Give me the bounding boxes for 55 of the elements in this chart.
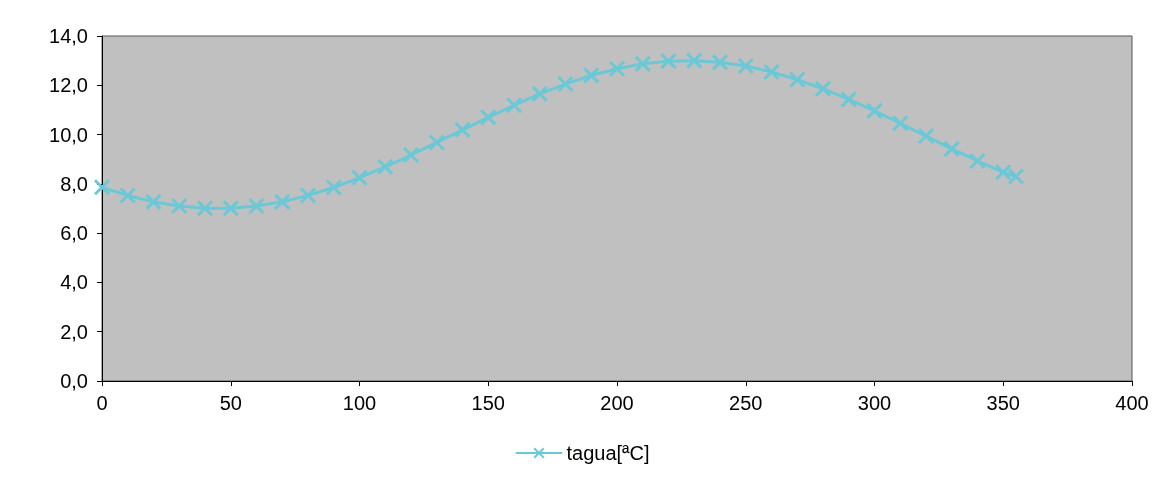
point (917, 127, 935, 145)
y-tick-label: 6,0 (60, 222, 88, 245)
point (608, 60, 626, 78)
y-tick-label: 2,0 (60, 320, 88, 343)
x-tick-label: 0 (96, 392, 108, 414)
point (196, 199, 214, 217)
point (840, 90, 858, 108)
point (505, 96, 523, 114)
x-tick-label: 150 (471, 392, 505, 414)
point (170, 197, 188, 215)
x-tick-label: 300 (857, 392, 892, 414)
x-tick-label: 100 (342, 392, 377, 414)
x-tick-label: 50 (219, 392, 242, 414)
point (943, 140, 961, 158)
point (711, 53, 729, 71)
point (763, 63, 780, 81)
point (376, 158, 394, 176)
y-tick-label: 10,0 (49, 123, 88, 146)
point (222, 199, 240, 217)
point (402, 146, 420, 164)
point (660, 52, 677, 70)
x-tick-label: 400 (1115, 392, 1149, 414)
point (685, 52, 703, 70)
point (557, 75, 574, 93)
point (325, 179, 343, 197)
point (531, 85, 549, 103)
point (273, 193, 291, 211)
point (479, 108, 497, 126)
point (814, 80, 832, 98)
point (351, 169, 368, 187)
point (582, 66, 600, 84)
point (299, 186, 317, 204)
point (428, 133, 446, 151)
point (93, 178, 111, 196)
x-tick-label: 350 (986, 392, 1020, 414)
y-tick-label: 0,0 (60, 370, 88, 392)
point (119, 186, 137, 204)
y-tick-label: 12,0 (49, 74, 88, 97)
point (145, 193, 162, 211)
point (634, 55, 652, 73)
point (454, 121, 471, 139)
point (866, 102, 883, 120)
legend-label: tagua[ªC] (566, 442, 650, 464)
point (1007, 167, 1025, 185)
x-tick-label: 250 (729, 392, 763, 414)
x-tick-label: 200 (600, 392, 634, 414)
point (248, 197, 265, 215)
point (994, 163, 1012, 181)
y-tick-label: 8,0 (60, 172, 88, 195)
y-tick-label: 4,0 (60, 271, 88, 294)
point (969, 152, 986, 170)
point (891, 114, 909, 132)
point (788, 71, 806, 89)
point (737, 57, 755, 75)
y-tick-label: 14,0 (49, 25, 88, 47)
